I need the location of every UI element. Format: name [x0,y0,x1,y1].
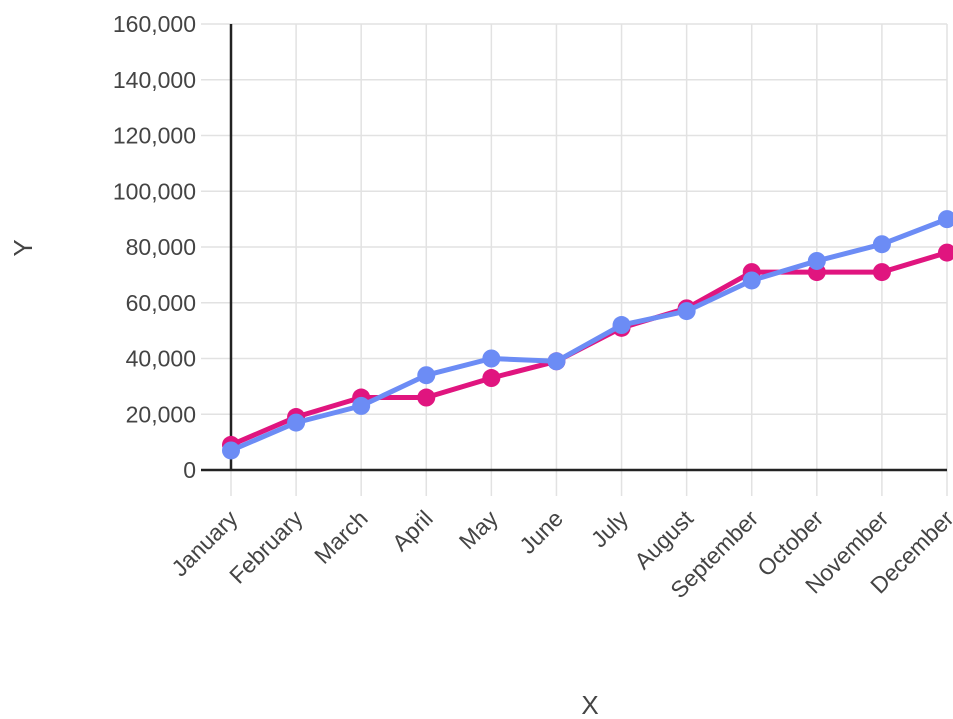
data-point[interactable] [612,316,631,335]
data-point[interactable] [938,243,953,262]
data-point[interactable] [482,349,501,368]
grid [201,23,948,496]
x-tick-label: May [454,505,503,554]
data-point[interactable] [547,352,566,371]
series-1 [222,243,953,454]
series-line [228,250,950,448]
data-point[interactable] [742,271,761,290]
y-tick-label: 160,000 [113,11,196,37]
data-point[interactable] [417,388,436,407]
data-point[interactable] [872,235,891,254]
y-axis-title: Y [8,239,38,256]
data-point[interactable] [872,263,891,282]
data-point[interactable] [807,251,826,270]
x-tick-label: March [309,505,373,569]
data-point[interactable] [417,366,436,385]
data-point[interactable] [287,413,306,432]
series-layer [222,210,953,460]
data-point[interactable] [677,302,696,321]
data-point[interactable] [938,210,953,229]
x-tick-label: April [387,505,438,556]
data-point[interactable] [352,396,371,415]
y-tick-label: 0 [183,457,196,483]
x-tick-label: July [586,505,634,553]
x-tick-label: June [514,505,568,559]
y-tick-label: 40,000 [126,346,196,372]
tick-labels: 0 20,000 40,000 60,000 80,000 100,000 120,000 1… [113,11,953,603]
y-tick-label: 120,000 [113,123,196,149]
y-tick-label: 80,000 [126,234,196,260]
y-tick-label: 20,000 [126,401,196,427]
x-axis-title: X [581,690,598,719]
axes [201,24,947,472]
series-2 [222,210,953,460]
data-point[interactable] [222,441,240,460]
y-tick-label: 60,000 [126,290,196,316]
y-tick-label: 100,000 [113,178,196,204]
data-point[interactable] [482,369,501,388]
series-line [228,216,950,453]
x-tick-label: February [224,505,308,589]
y-tick-label: 140,000 [113,67,196,93]
